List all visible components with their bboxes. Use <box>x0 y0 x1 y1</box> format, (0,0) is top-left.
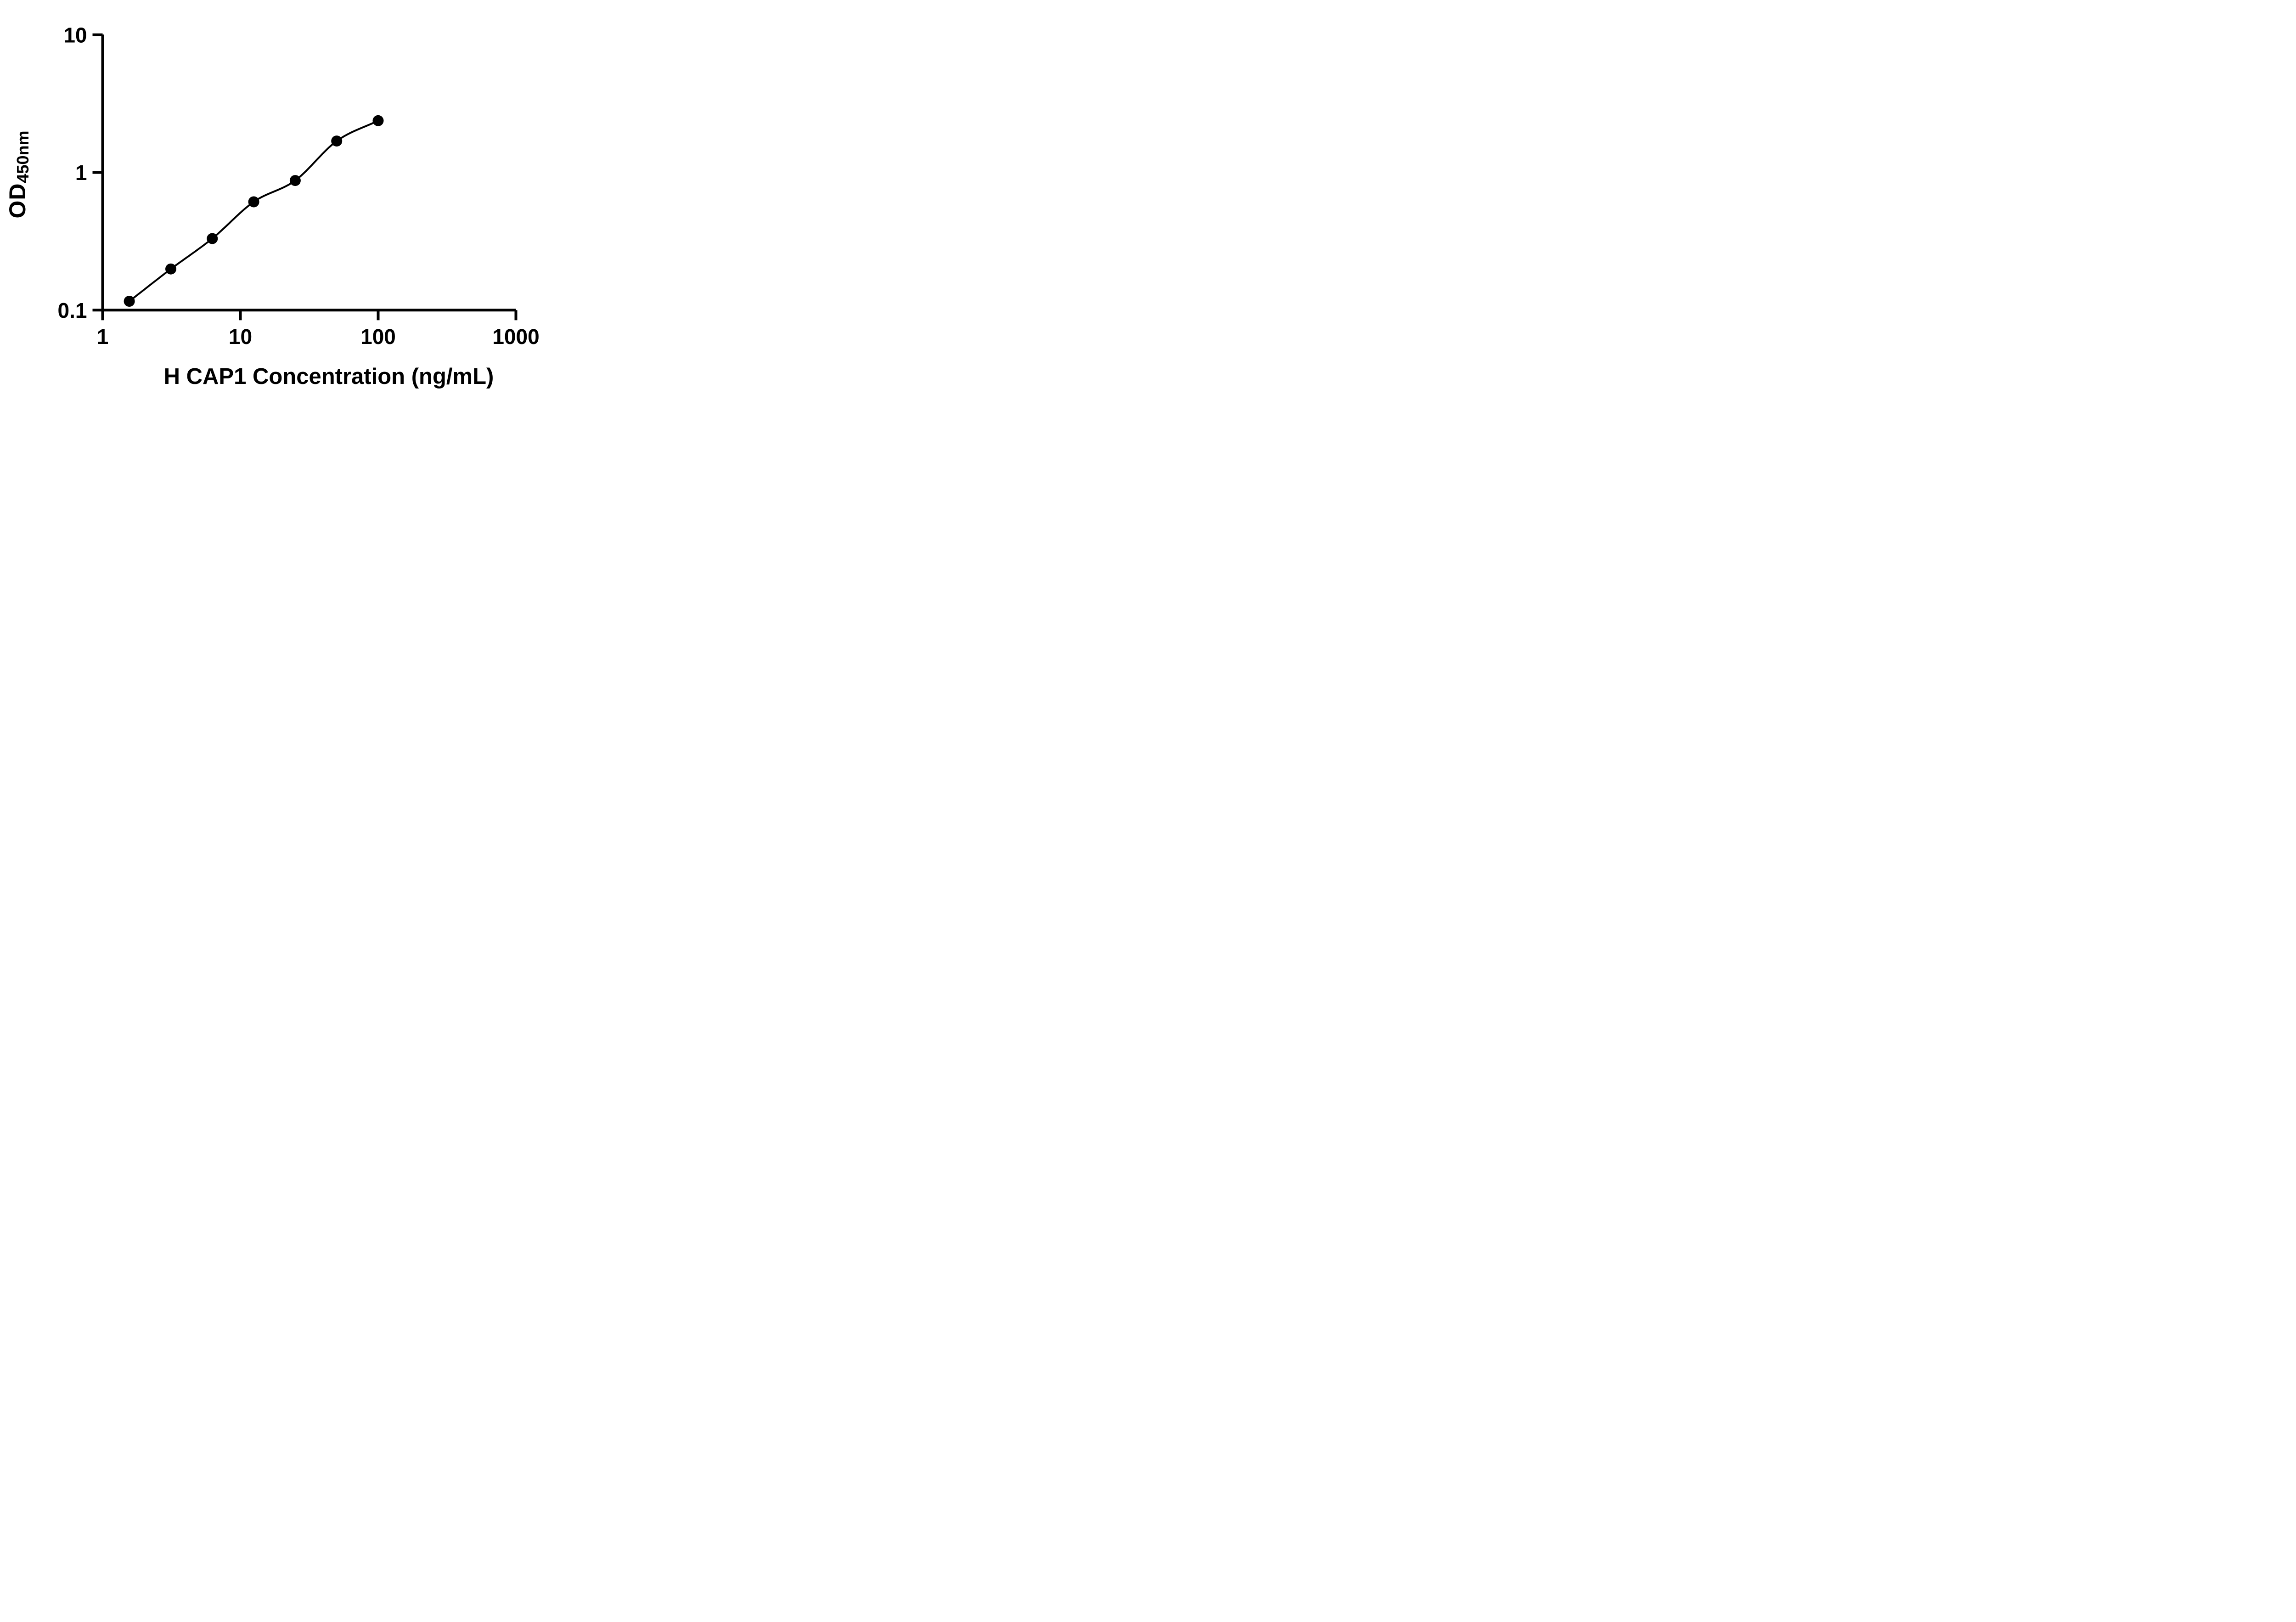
y-axis-title-main: OD <box>5 183 30 219</box>
data-point-3.125 <box>165 263 176 275</box>
x-tick-label-1: 1 <box>97 325 109 349</box>
elisa-standard-curve-figure: 0.1 1 10 1 10 100 1000 OD450nm H CAP1 Concentr… <box>0 0 580 406</box>
data-point-50 <box>331 135 343 147</box>
axes <box>101 34 516 312</box>
chart-canvas: 0.1 1 10 1 10 100 1000 <box>58 23 540 349</box>
y-axis-title: OD450nm <box>4 60 32 289</box>
tick-labels: 0.1 1 10 1 10 100 1000 <box>58 23 540 349</box>
data-point-100 <box>372 115 384 126</box>
x-tick-label-10: 10 <box>229 325 252 349</box>
data-point-25 <box>289 175 301 186</box>
y-tick-label-10: 10 <box>63 23 87 47</box>
data-point-6.25 <box>207 233 218 244</box>
y-axis-title-subscript: 450nm <box>13 130 32 183</box>
y-tick-label-1: 1 <box>75 161 87 185</box>
y-tick-label-0.1: 0.1 <box>58 298 87 322</box>
x-tick-label-1000: 1000 <box>492 325 539 349</box>
data-points <box>124 115 384 307</box>
data-point-1.5625 <box>124 296 135 307</box>
x-tick-label-100: 100 <box>360 325 396 349</box>
fit-curve-path <box>129 120 379 302</box>
data-point-12.5 <box>248 196 259 208</box>
x-axis-title: H CAP1 Concentration (ng/mL) <box>163 364 494 389</box>
axis-ticks <box>92 33 518 321</box>
fit-curve <box>129 120 379 302</box>
